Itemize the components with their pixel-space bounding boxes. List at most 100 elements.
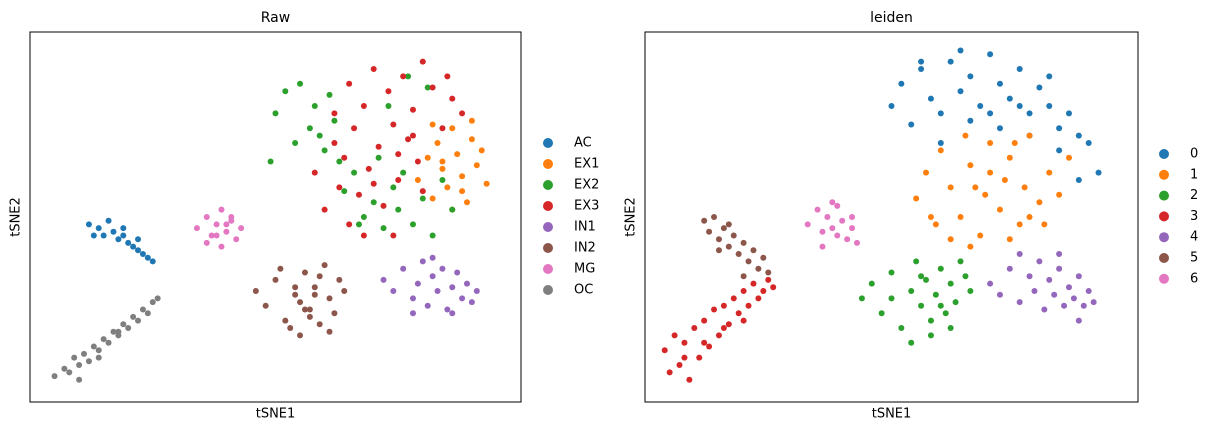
point — [1070, 295, 1077, 302]
point — [730, 232, 737, 239]
point — [144, 310, 151, 317]
point — [468, 136, 475, 143]
point — [429, 273, 436, 280]
point — [473, 288, 480, 294]
point — [351, 125, 358, 132]
point — [449, 206, 456, 213]
point — [390, 232, 397, 239]
x-axis-label: tSNE1 — [872, 407, 912, 422]
point — [701, 317, 708, 324]
point — [346, 80, 353, 87]
point — [311, 291, 318, 298]
point — [849, 225, 856, 232]
point — [473, 162, 480, 169]
point — [725, 221, 732, 228]
point — [409, 132, 416, 139]
point — [365, 165, 372, 172]
point — [144, 254, 151, 261]
point — [360, 214, 367, 220]
point — [908, 121, 915, 128]
point — [888, 103, 895, 109]
points — [51, 58, 490, 383]
point — [321, 147, 328, 154]
point — [297, 80, 304, 87]
point — [977, 103, 984, 109]
point — [370, 199, 377, 206]
point — [760, 254, 767, 261]
point — [287, 325, 294, 331]
point — [957, 258, 964, 265]
plot-frame — [29, 31, 522, 403]
point — [90, 232, 97, 239]
point — [90, 343, 97, 350]
point — [380, 202, 387, 209]
point — [326, 91, 333, 98]
point — [395, 177, 402, 183]
legend-marker — [543, 159, 553, 169]
point — [306, 306, 313, 313]
point — [819, 243, 826, 250]
point — [740, 239, 747, 246]
point — [1026, 214, 1033, 220]
point — [139, 306, 146, 313]
point — [996, 206, 1003, 213]
point — [316, 321, 323, 328]
point — [400, 73, 407, 80]
point — [135, 317, 142, 324]
point — [459, 173, 466, 180]
point — [987, 140, 994, 146]
point — [238, 225, 245, 232]
point — [1075, 177, 1082, 183]
point — [149, 258, 156, 265]
legend-marker — [1159, 273, 1169, 284]
point — [66, 369, 73, 376]
legend-label: MG — [574, 262, 595, 277]
legend-label: EX3 — [574, 199, 599, 214]
point — [100, 336, 107, 343]
point — [424, 154, 431, 161]
point — [120, 321, 127, 328]
point — [1056, 191, 1063, 198]
legend-label: 5 — [1190, 251, 1198, 266]
point — [395, 206, 402, 213]
point — [463, 280, 470, 287]
point — [76, 376, 83, 383]
point — [203, 214, 210, 220]
point — [1016, 251, 1023, 257]
point — [1001, 177, 1008, 183]
point — [444, 306, 451, 313]
point — [927, 317, 934, 324]
point — [139, 251, 146, 257]
point — [135, 247, 142, 254]
point — [95, 347, 102, 354]
point — [355, 221, 362, 228]
point — [1016, 299, 1023, 306]
point — [711, 306, 718, 313]
point — [95, 354, 102, 361]
point — [341, 188, 348, 195]
point — [439, 165, 446, 172]
plot-frame — [644, 31, 1139, 403]
point — [478, 147, 485, 154]
point — [942, 310, 949, 317]
point — [982, 191, 989, 198]
point — [740, 288, 747, 294]
point — [962, 273, 969, 280]
point — [316, 132, 323, 139]
point — [311, 169, 318, 176]
point — [213, 232, 220, 239]
point — [908, 288, 915, 294]
point — [110, 328, 117, 335]
point — [770, 284, 777, 291]
point — [750, 280, 757, 287]
point — [454, 151, 461, 158]
point — [125, 325, 132, 331]
point — [706, 343, 713, 350]
point — [1046, 103, 1053, 109]
point — [228, 214, 235, 220]
point — [110, 228, 117, 235]
legend-label: 6 — [1190, 271, 1198, 286]
point — [844, 236, 851, 243]
point — [424, 84, 431, 91]
points — [661, 47, 1102, 383]
